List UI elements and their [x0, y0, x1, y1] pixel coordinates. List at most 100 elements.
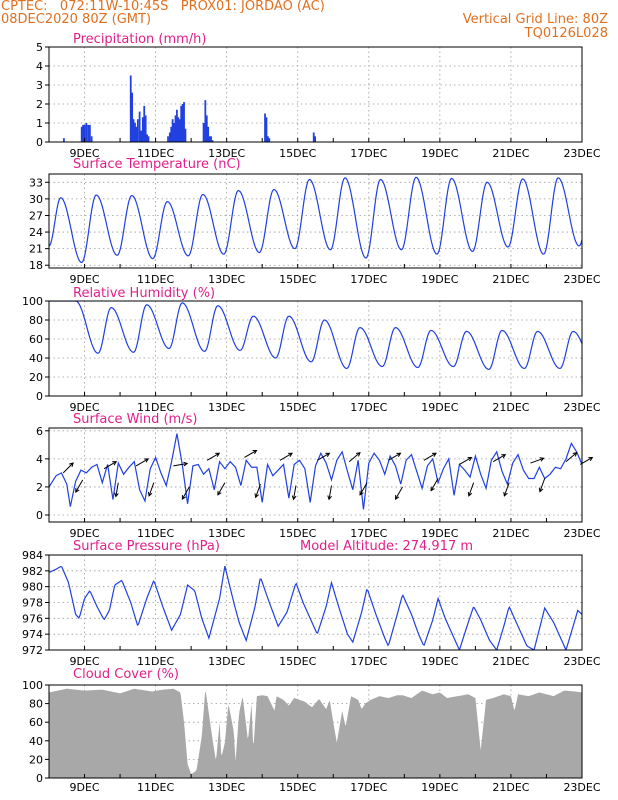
wind-arrow — [173, 462, 188, 467]
precip-bar — [140, 130, 143, 142]
y-tick-label: 24 — [29, 226, 43, 239]
y-tick-label: 0 — [36, 509, 43, 522]
wind-arrow-head — [291, 495, 297, 501]
x-tick-label: 11DEC — [137, 527, 174, 540]
precip-bar — [314, 136, 317, 142]
series-1 — [49, 176, 582, 264]
series-3 — [49, 433, 582, 510]
precip-bar — [184, 128, 187, 142]
x-tick-label: 15DEC — [279, 401, 316, 414]
x-tick-label: 23DEC — [563, 781, 600, 794]
precip-bar — [82, 124, 85, 142]
y-tick-label: 6 — [36, 425, 43, 438]
wind-arrow-head — [183, 461, 189, 467]
precip-bar — [138, 111, 141, 142]
precip-bar — [141, 117, 144, 142]
x-tick-label: 11DEC — [137, 147, 174, 160]
x-tick-label: 17DEC — [350, 781, 387, 794]
wind-arrow — [328, 485, 332, 500]
panel-5 — [45, 684, 583, 779]
x-tick-label: 23DEC — [563, 147, 600, 160]
precip-bar — [178, 119, 181, 142]
wind-arrow — [539, 478, 546, 492]
panel-frame — [48, 173, 583, 269]
y-tick-label: 27 — [29, 209, 43, 222]
wind-arrow-head — [538, 487, 544, 493]
wind-arrow-head — [588, 456, 594, 462]
x-tick-label: 21DEC — [492, 781, 529, 794]
y-tick-label: 60 — [29, 333, 43, 346]
precip-bar — [174, 115, 177, 142]
x-tick-label: 21DEC — [492, 401, 529, 414]
precip-bar — [268, 138, 271, 142]
x-tick-label: 9DEC — [69, 527, 99, 540]
precip-bar — [312, 132, 315, 142]
panel-0 — [45, 46, 583, 143]
wind-arrow — [423, 452, 437, 461]
x-tick-label: 19DEC — [421, 781, 458, 794]
x-tick-label: 11DEC — [137, 401, 174, 414]
x-tick-label: 13DEC — [208, 147, 245, 160]
x-tick-label: 13DEC — [208, 401, 245, 414]
pressure-line — [49, 565, 582, 650]
wind-speed-line — [49, 433, 582, 510]
wind-arrow — [348, 452, 361, 463]
wind-arrow-head — [112, 461, 118, 466]
wind-arrow — [115, 482, 119, 497]
precip-bar — [176, 109, 178, 142]
precip-bar — [264, 113, 266, 142]
wind-arrow — [565, 452, 578, 463]
wind-arrow-head — [467, 491, 473, 497]
x-tick-label: 9DEC — [69, 401, 99, 414]
precip-bar — [170, 126, 173, 142]
x-tick-label: 19DEC — [421, 147, 458, 160]
wind-arrow — [279, 452, 293, 461]
precip-bar — [266, 136, 269, 142]
wind-arrow — [459, 457, 472, 465]
wind-arrow-head — [572, 452, 578, 457]
wind-arrow — [181, 486, 190, 500]
y-tick-label: 100 — [22, 295, 43, 308]
wind-arrow — [206, 452, 220, 461]
wind-arrow-head — [327, 495, 332, 501]
x-tick-label: 23DEC — [563, 655, 600, 668]
precip-bar — [208, 136, 211, 142]
precip-bar — [183, 102, 185, 142]
precip-bar — [63, 138, 65, 142]
x-tick-label: 17DEC — [350, 401, 387, 414]
humidity-line — [49, 301, 582, 371]
wind-arrow — [75, 479, 84, 493]
x-tick-label: 21DEC — [492, 147, 529, 160]
header-grid-line-label: Vertical Grid Line: 80Z — [462, 12, 608, 27]
wind-arrow-head — [181, 495, 187, 500]
x-tick-label: 13DEC — [208, 781, 245, 794]
wind-arrow — [359, 482, 368, 496]
wind-arrow-head — [217, 490, 222, 496]
wind-arrow — [103, 461, 117, 470]
wind-arrow — [395, 486, 403, 500]
precip-bar — [132, 119, 135, 142]
x-tick-label: 9DEC — [69, 655, 99, 668]
wind-arrow — [217, 482, 226, 496]
wind-arrow — [530, 457, 544, 464]
y-tick-label: 976 — [22, 612, 43, 625]
panel-frame — [48, 46, 583, 143]
precip-bar — [90, 136, 93, 142]
precip-bar — [129, 75, 132, 142]
precip-bar — [205, 115, 208, 142]
wind-arrow-head — [395, 495, 400, 500]
precip-bar — [88, 124, 91, 142]
temperature-line — [49, 176, 582, 264]
panel-1 — [45, 173, 583, 269]
wind-arrow — [492, 454, 506, 463]
header-line1: CPTEC: 072:11W-10:45S PROX01: JORDAO (AC… — [1, 0, 325, 14]
precip-bar — [202, 123, 205, 142]
panel-annotation: Model Altitude: 274.917 m — [300, 539, 473, 554]
wind-arrow-head — [215, 452, 221, 457]
y-tick-label: 2 — [36, 481, 43, 494]
x-tick-label: 15DEC — [279, 147, 316, 160]
x-tick-label: 17DEC — [350, 147, 387, 160]
y-tick-label: 972 — [22, 644, 43, 657]
panel-title: Surface Temperature (nC) — [73, 157, 241, 172]
x-tick-label: 15DEC — [279, 527, 316, 540]
